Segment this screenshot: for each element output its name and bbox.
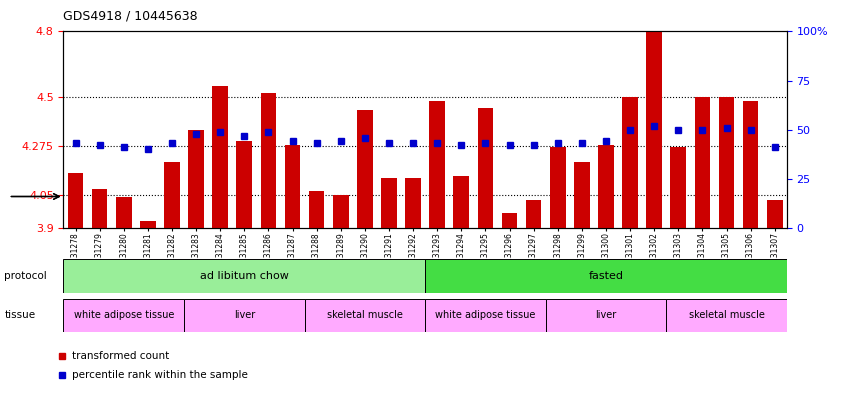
Bar <box>766 200 783 228</box>
Bar <box>453 176 470 228</box>
Bar <box>429 101 445 228</box>
Bar <box>91 189 107 228</box>
Bar <box>332 195 349 228</box>
Bar <box>646 31 662 228</box>
Bar <box>184 299 305 332</box>
Bar <box>598 145 614 228</box>
Bar <box>574 162 590 228</box>
Bar <box>381 178 397 228</box>
Bar <box>426 299 546 332</box>
Bar <box>284 145 300 228</box>
Text: skeletal muscle: skeletal muscle <box>689 310 765 320</box>
Bar <box>743 101 759 228</box>
Bar <box>477 108 493 228</box>
Text: liver: liver <box>596 310 617 320</box>
Bar <box>116 197 132 228</box>
Bar <box>164 162 180 228</box>
Bar <box>525 200 541 228</box>
Bar <box>718 97 734 228</box>
Bar <box>426 259 787 293</box>
Text: white adipose tissue: white adipose tissue <box>435 310 536 320</box>
Bar <box>667 299 787 332</box>
Bar <box>357 110 373 228</box>
Bar <box>309 191 325 228</box>
Text: tissue: tissue <box>4 310 36 320</box>
Bar <box>670 147 686 228</box>
Bar <box>140 221 156 228</box>
Bar <box>622 97 638 228</box>
Text: liver: liver <box>233 310 255 320</box>
Bar <box>212 86 228 228</box>
Bar <box>261 93 277 228</box>
Bar <box>405 178 421 228</box>
Bar <box>502 213 518 228</box>
Text: percentile rank within the sample: percentile rank within the sample <box>72 370 248 380</box>
Bar <box>305 299 425 332</box>
Text: transformed count: transformed count <box>72 351 169 361</box>
Bar <box>188 130 204 228</box>
Text: ad libitum chow: ad libitum chow <box>200 271 288 281</box>
Bar <box>63 299 184 332</box>
Text: white adipose tissue: white adipose tissue <box>74 310 174 320</box>
Text: skeletal muscle: skeletal muscle <box>327 310 403 320</box>
Text: fasted: fasted <box>589 271 624 281</box>
Text: GDS4918 / 10445638: GDS4918 / 10445638 <box>63 10 198 23</box>
Bar <box>695 97 711 228</box>
Bar <box>63 259 425 293</box>
Bar <box>68 173 84 228</box>
Bar <box>546 299 667 332</box>
Bar <box>550 147 566 228</box>
Bar <box>236 141 252 228</box>
Text: protocol: protocol <box>4 271 47 281</box>
